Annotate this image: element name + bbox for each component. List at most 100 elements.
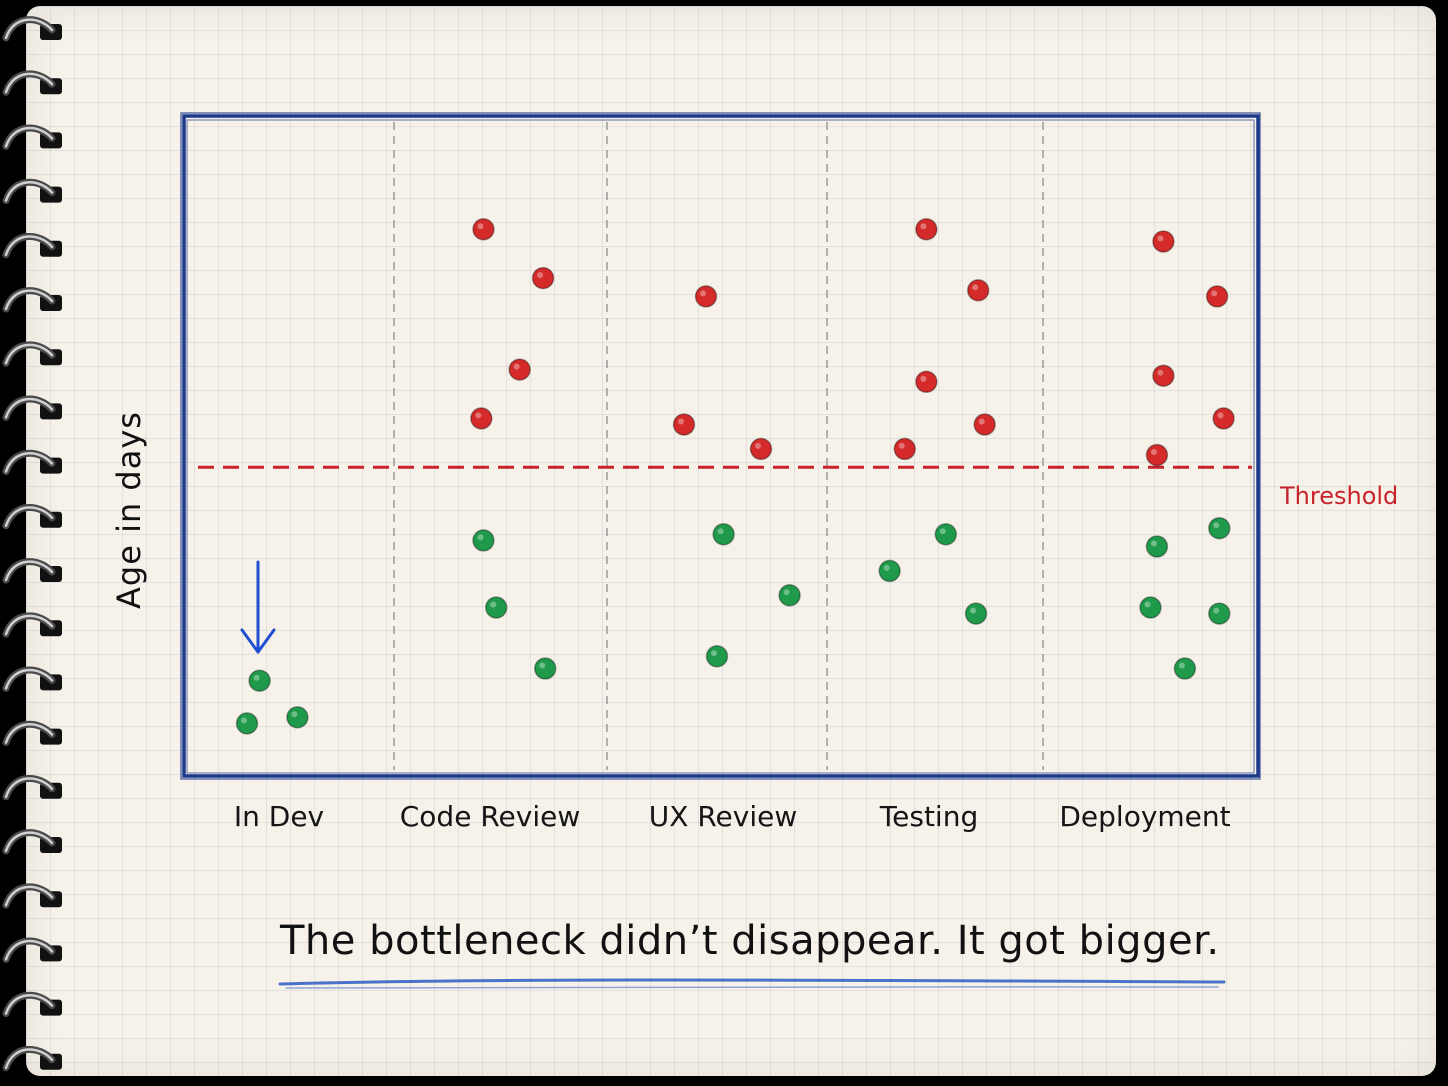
binding-ring-highlight	[4, 885, 54, 907]
binding-ring-highlight	[4, 235, 54, 257]
under-threshold-point	[705, 645, 729, 668]
binding-ring-highlight	[4, 181, 54, 202]
over-threshold-point	[973, 413, 996, 436]
category-label-in-dev: In Dev	[233, 800, 325, 833]
category-label-testing: Testing	[879, 800, 979, 833]
binding-ring-highlight	[4, 994, 54, 1015]
over-threshold-point	[508, 358, 531, 381]
point-highlight	[475, 412, 482, 419]
under-threshold-point	[1173, 657, 1197, 680]
over-threshold-point	[672, 413, 696, 436]
over-threshold-point	[915, 218, 938, 241]
threshold-label: Threshold	[1280, 482, 1399, 510]
point-highlight	[678, 418, 684, 425]
down-arrow-head-icon	[240, 628, 276, 654]
point-highlight	[783, 589, 790, 596]
category-label-code-review: Code Review	[399, 800, 581, 833]
point-highlight	[253, 674, 260, 681]
point-highlight	[920, 375, 927, 382]
binding-ring-highlight	[4, 452, 54, 473]
point-highlight	[1150, 449, 1157, 455]
binding-ring-highlight	[4, 126, 54, 148]
binding-ring-highlight	[4, 668, 54, 690]
under-threshold-point	[712, 523, 735, 546]
point-highlight	[700, 290, 706, 297]
binding-ring-highlight	[4, 831, 54, 853]
binding-ring-highlight	[4, 397, 54, 419]
under-threshold-point	[248, 669, 271, 692]
category-label-ux-review: UX Review	[648, 800, 798, 833]
point-highlight	[1217, 412, 1224, 419]
point-highlight	[513, 363, 520, 370]
under-threshold-point	[472, 529, 495, 552]
under-threshold-point	[878, 559, 901, 583]
point-highlight	[1150, 540, 1157, 547]
plot-frame-sketch	[180, 112, 1261, 780]
binding-ring-highlight	[4, 939, 54, 961]
point-highlight	[972, 284, 979, 291]
under-threshold-point	[1208, 516, 1231, 540]
over-threshold-point	[1152, 364, 1175, 387]
under-threshold-point	[286, 706, 309, 729]
under-threshold-point	[1139, 596, 1162, 619]
point-highlight	[970, 607, 977, 614]
point-highlight	[477, 534, 484, 541]
over-threshold-point	[893, 437, 917, 461]
under-threshold-point	[1145, 535, 1169, 558]
over-threshold-point	[472, 218, 495, 241]
point-highlight	[717, 528, 724, 535]
binding-ring-highlight	[4, 614, 54, 636]
caption-underline-sketch	[285, 986, 1219, 989]
over-threshold-point	[966, 279, 990, 302]
point-highlight	[1213, 522, 1220, 529]
point-highlight	[490, 601, 497, 608]
plot-frame	[182, 114, 1260, 778]
caption-underline	[278, 978, 1226, 986]
over-threshold-point	[915, 370, 938, 394]
point-highlight	[539, 662, 546, 669]
point-highlight	[1213, 607, 1220, 614]
point-highlight	[241, 717, 247, 724]
point-highlight	[755, 442, 761, 449]
over-threshold-point	[749, 437, 773, 461]
binding-ring-highlight	[4, 1048, 54, 1070]
point-highlight	[1157, 369, 1164, 376]
binding-ring-highlight	[4, 777, 54, 799]
point-highlight	[477, 223, 484, 230]
point-highlight	[883, 564, 890, 571]
binding-ring-highlight	[4, 18, 54, 40]
binding-ring-highlight	[4, 560, 54, 582]
point-highlight	[939, 528, 946, 535]
point-highlight	[1144, 601, 1151, 608]
over-threshold-point	[694, 285, 718, 308]
under-threshold-point	[964, 602, 988, 625]
point-highlight	[920, 223, 927, 230]
binding-ring-highlight	[4, 506, 54, 528]
over-threshold-point	[1152, 230, 1175, 253]
under-threshold-point	[484, 596, 508, 619]
binding-ring-highlight	[4, 723, 54, 744]
binding-ring-highlight	[4, 343, 54, 365]
under-threshold-point	[1208, 602, 1231, 625]
point-highlight	[1157, 235, 1164, 242]
plot-frame-sketch-inner	[186, 119, 1255, 774]
caption: The bottleneck didn’t disappear. It got …	[280, 918, 1220, 964]
under-threshold-point	[778, 584, 801, 607]
binding-ring-highlight	[4, 72, 54, 94]
over-threshold-point	[1212, 407, 1235, 430]
over-threshold-point	[531, 266, 555, 290]
over-threshold-point	[1205, 285, 1229, 308]
point-highlight	[898, 442, 905, 449]
point-highlight	[1211, 290, 1218, 297]
under-threshold-point	[235, 712, 259, 735]
point-highlight	[1178, 662, 1185, 669]
binding-ring-highlight	[4, 289, 54, 311]
y-axis-label: Age in days	[110, 411, 148, 609]
point-highlight	[978, 418, 985, 425]
under-threshold-point	[934, 523, 958, 546]
category-label-deployment: Deployment	[1059, 800, 1231, 833]
over-threshold-point	[470, 407, 493, 430]
point-highlight	[537, 272, 544, 279]
point-highlight	[711, 650, 717, 657]
